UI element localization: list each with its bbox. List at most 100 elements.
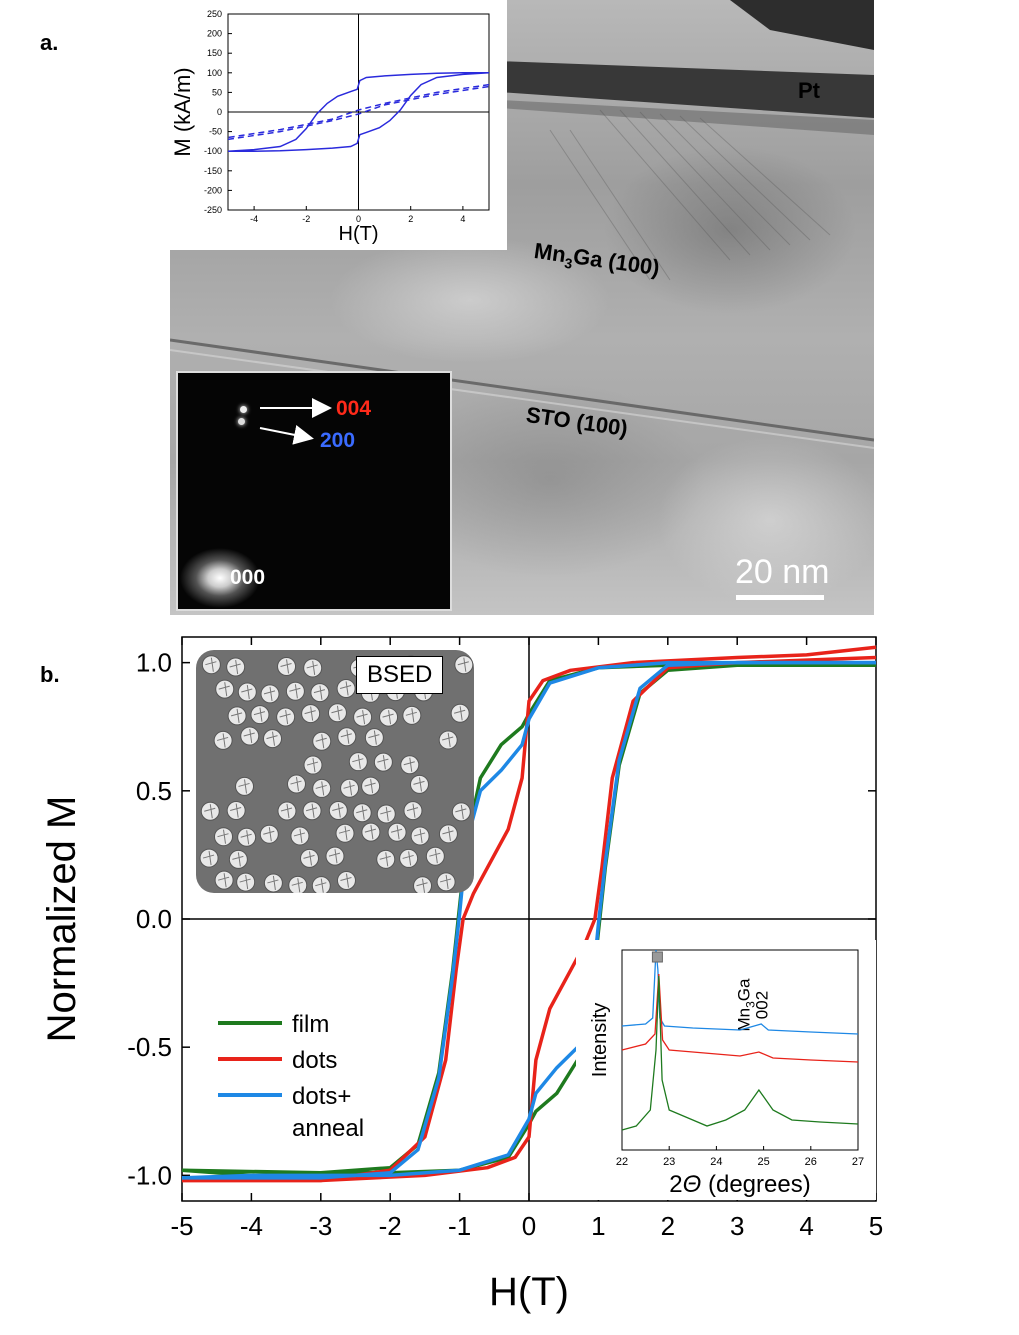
bsed-dot-crack xyxy=(442,826,454,841)
bsed-dot-crack xyxy=(331,705,343,720)
bsed-dot xyxy=(340,778,360,798)
scale-bar xyxy=(736,595,824,600)
xrd-xtick-label: 27 xyxy=(852,1156,864,1168)
bsed-dot xyxy=(200,801,220,821)
bsed-dot-crack xyxy=(204,804,216,819)
bsed-dot-crack xyxy=(364,825,377,840)
bsed-dot xyxy=(290,826,310,846)
main-b-ytick-label: -0.5 xyxy=(127,1032,172,1062)
bsed-dot-crack xyxy=(267,875,279,891)
bsed-dot-crack xyxy=(416,878,428,893)
bsed-dot xyxy=(311,876,331,893)
arrow-200 xyxy=(259,425,314,445)
xrd-annotation: Mn3Ga xyxy=(734,978,757,1032)
xrd-xtick-label: 23 xyxy=(663,1156,675,1168)
xrd-inset-chart: 22 23 24 25 26 27 2Θ (degrees) Intensity Mn3Ga00… xyxy=(576,940,876,1200)
bsed-dot-crack xyxy=(356,805,368,820)
bsed-dot xyxy=(425,846,445,866)
xrd-xtick-label: 25 xyxy=(757,1156,769,1168)
xrd-xtick-label: 24 xyxy=(710,1156,722,1168)
tem-texture xyxy=(170,0,874,449)
main-b-xtick-label: -1 xyxy=(448,1211,471,1241)
main-b-xtick-label: -4 xyxy=(240,1211,263,1241)
bsed-dot xyxy=(451,802,471,822)
bsed-dot xyxy=(353,707,373,727)
bsed-dot xyxy=(376,804,396,824)
bsed-dot-crack xyxy=(243,728,255,744)
bsed-dot xyxy=(215,679,235,699)
bsed-dot xyxy=(402,705,422,725)
bsed-dot xyxy=(387,822,407,842)
bsed-dot xyxy=(260,684,280,704)
bsed-dot-crack xyxy=(253,707,266,722)
xrd-series-2 xyxy=(621,975,859,1131)
inset-a-series-3 xyxy=(227,83,490,139)
bsed-dot-crack xyxy=(291,878,303,893)
main-b-xlabel: H(T) xyxy=(489,1270,569,1314)
bsed-dot xyxy=(285,681,305,701)
bsed-dot xyxy=(201,655,221,675)
spot-200 xyxy=(238,418,245,425)
inset-a-panel: -250 -200 -150 -100 -50 0 50 100 150 200 250 -4 -2 0 2… xyxy=(140,0,507,250)
bsed-dot-crack xyxy=(304,706,316,721)
main-b-ytick-label: -1.0 xyxy=(127,1160,172,1190)
bsed-dot xyxy=(303,658,323,678)
spot-004 xyxy=(240,406,247,413)
bsed-dot xyxy=(263,873,283,893)
bsed-dot-crack xyxy=(356,710,368,725)
bsed-dot-crack xyxy=(293,828,306,844)
bsed-dot xyxy=(438,824,458,844)
bsed-dot xyxy=(454,655,474,675)
bsed-dot-crack xyxy=(403,757,415,772)
bsed-dot-crack xyxy=(332,803,344,818)
inset-a-ytick-label: 100 xyxy=(207,68,222,78)
bsed-dot xyxy=(263,729,283,749)
bsed-dot xyxy=(250,705,270,725)
bsed-dot-crack xyxy=(343,781,355,796)
bsed-dot-crack xyxy=(303,851,315,866)
inset-a-chart: -250 -200 -150 -100 -50 0 50 100 150 200 250 -4 -2 0 2… xyxy=(170,9,490,245)
bsed-dot xyxy=(302,801,322,821)
bsed-dot xyxy=(213,730,233,750)
inset-a-ytick-label: -50 xyxy=(209,127,222,137)
bsed-dot-crack xyxy=(340,729,352,744)
bsed-dot-crack xyxy=(216,733,229,748)
bsed-dot xyxy=(361,822,381,842)
bsed-dot xyxy=(327,703,347,723)
xrd-ylabel: Intensity xyxy=(589,1003,611,1077)
main-b-chart: -1.0-0.50.00.51.0-5 -4 -3 -2 -1 0 1 2 3 4 5H(T)Nor… xyxy=(40,636,883,1314)
bsed-dot xyxy=(336,678,356,698)
bsed-dot-crack xyxy=(289,684,301,699)
inset-a-ytick-label: -100 xyxy=(204,146,222,156)
main-b-xtick-label: 0 xyxy=(522,1211,536,1241)
diffraction-arrows xyxy=(259,398,332,445)
bsed-dot-crack xyxy=(328,849,341,864)
bsed-dot-crack xyxy=(263,686,276,701)
xrd-inset-bg xyxy=(576,940,876,1200)
bsed-dot-crack xyxy=(229,659,241,675)
bsed-dot-crack xyxy=(439,874,452,889)
bsed-dot-crack xyxy=(306,757,319,773)
inset-a-xtick-label: 0 xyxy=(356,214,361,224)
main-b-xtick-label: 5 xyxy=(869,1211,883,1241)
bsed-dot-crack xyxy=(457,657,469,672)
bsed-dot-crack xyxy=(377,755,389,770)
bsed-dot xyxy=(301,704,321,724)
bsed-dot-crack xyxy=(280,803,293,819)
main-b-xtick-label: 3 xyxy=(730,1211,744,1241)
inset-a-xtick-label: -4 xyxy=(250,214,258,224)
bsed-dot-crack xyxy=(266,731,278,746)
inset-a-xtick-label: 2 xyxy=(408,214,413,224)
bsed-dot xyxy=(300,848,320,868)
bsed-dot-crack xyxy=(315,781,327,796)
bsed-dot xyxy=(277,656,297,676)
bsed-dot-crack xyxy=(339,681,352,696)
bsed-dot-crack xyxy=(429,849,441,864)
bsed-dot-crack xyxy=(205,657,217,672)
bsed-dot-crack xyxy=(202,850,215,866)
bsed-dot xyxy=(312,778,332,798)
xrd-xtick-label: 26 xyxy=(805,1156,817,1168)
bsed-dot xyxy=(436,872,456,892)
bsed-dot-crack xyxy=(455,804,467,819)
bsed-dot xyxy=(364,728,384,748)
